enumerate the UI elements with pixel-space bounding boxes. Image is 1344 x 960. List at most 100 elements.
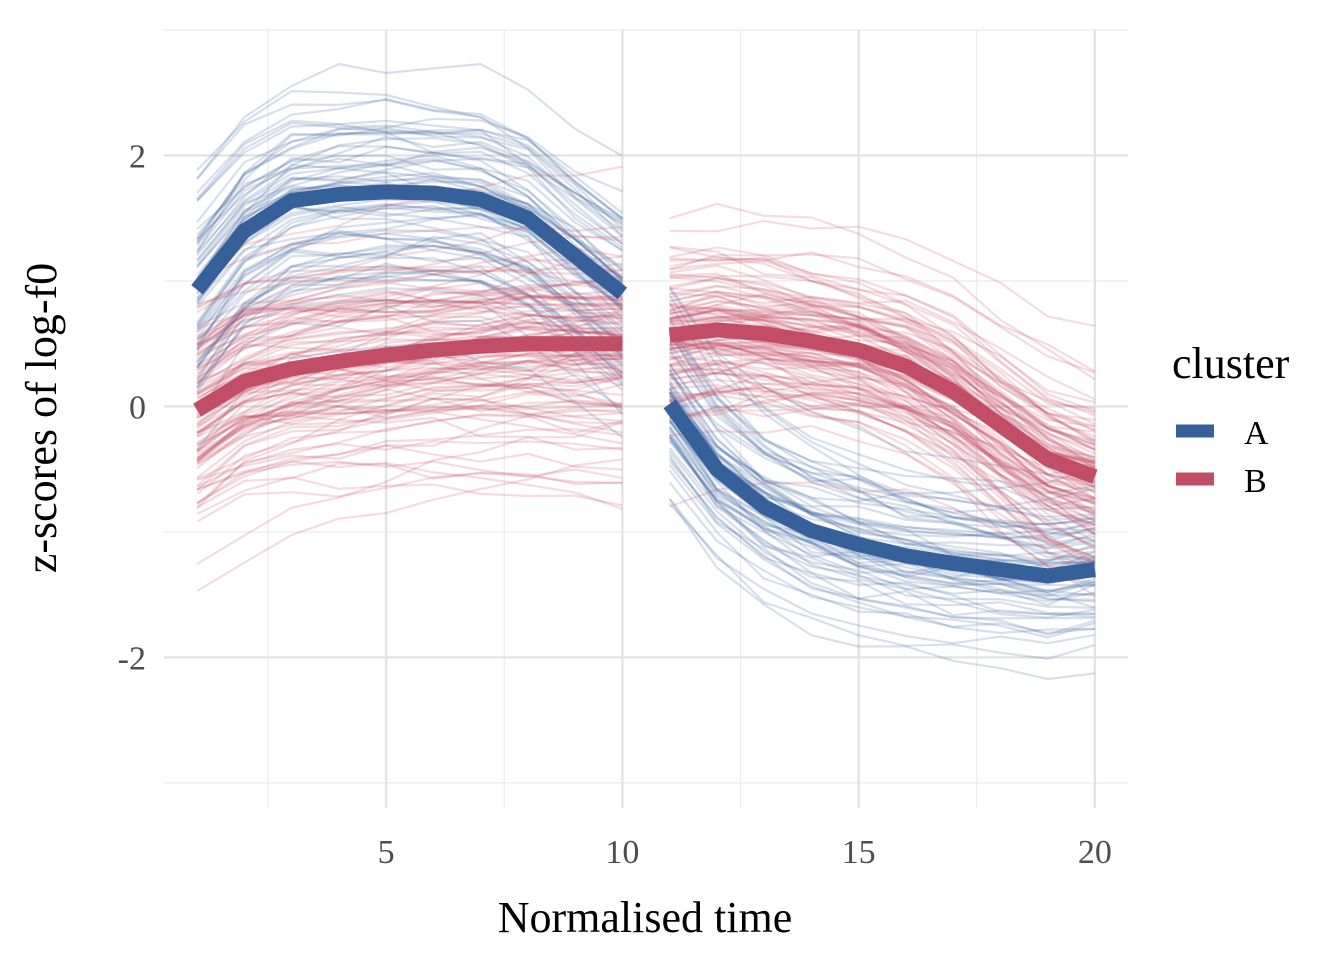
trajectory-b-246	[196, 275, 623, 384]
x-tick-label-0: 5	[378, 834, 395, 871]
trajectory-b-359	[669, 344, 1096, 504]
trajectory-b-245	[669, 300, 1096, 459]
trajectory-b-174	[196, 376, 623, 487]
trajectory-b-265	[669, 285, 1096, 432]
trajectory-a-40	[196, 171, 624, 280]
trajectory-a-117	[668, 436, 1095, 575]
trajectory-b-186	[196, 278, 623, 380]
trajectory-a-58	[196, 232, 624, 337]
trajectory-b-347	[669, 253, 1096, 374]
trajectory-a-2	[196, 154, 623, 268]
trajectory-b-254	[196, 372, 623, 452]
trajectory-a-130	[196, 203, 623, 308]
trajectory-b-334	[196, 325, 623, 370]
trajectory-a-92	[196, 145, 624, 257]
y-axis-tick-labels: -2 0 2	[118, 138, 146, 677]
trajectory-a-19	[668, 397, 1096, 540]
trajectory-b-277	[669, 368, 1096, 597]
trajectory-b-153	[669, 284, 1096, 452]
x-axis-tick-labels: 5 10 15 20	[378, 834, 1112, 871]
trajectory-a-28	[196, 266, 624, 388]
mean-line-b-segment-1	[668, 322, 1098, 484]
trajectory-a-27	[668, 419, 1096, 619]
trajectory-b-267	[669, 292, 1096, 401]
trajectory-b-339	[669, 246, 1096, 417]
trajectory-b-310	[196, 349, 623, 435]
trajectory-a-60	[196, 287, 624, 393]
trajectory-b-253	[669, 362, 1096, 565]
trajectory-b-312	[196, 316, 623, 395]
trajectory-a-21	[668, 481, 1095, 635]
trajectory-b-257	[669, 390, 1096, 558]
minor-gridlines	[164, 29, 1128, 808]
trajectory-b-222	[196, 371, 623, 445]
trajectory-b-262	[196, 165, 623, 288]
trajectory-b-156	[196, 440, 623, 488]
y-axis-title: z-scores of log-f0	[17, 263, 66, 573]
trajectory-b-314	[196, 356, 623, 447]
trajectory-b-196	[196, 349, 623, 509]
trajectory-b-329	[669, 336, 1096, 502]
mean-line-b-segment-0	[193, 336, 623, 417]
trajectory-a-106	[196, 262, 624, 381]
trajectory-b-252	[196, 462, 623, 509]
trajectory-a-107	[668, 426, 1096, 594]
trajectory-b-184	[196, 298, 623, 341]
trajectory-a-5	[668, 457, 1095, 620]
trajectory-a-46	[196, 129, 624, 240]
trajectory-b-356	[196, 476, 623, 515]
trajectory-a-89	[668, 497, 1096, 645]
trajectory-b-175	[669, 386, 1096, 514]
trajectory-b-182	[196, 286, 623, 347]
trajectory-b-227	[669, 346, 1096, 564]
trajectory-b-230	[196, 360, 623, 424]
x-tick-label-1: 10	[605, 834, 639, 871]
trajectory-b-233	[669, 392, 1096, 504]
trajectory-a-59	[668, 435, 1096, 607]
trajectory-b-198	[196, 350, 623, 447]
trajectory-b-236	[196, 288, 623, 330]
trajectory-a-14	[196, 174, 623, 282]
trajectory-b-195	[669, 407, 1096, 526]
trajectory-a-75	[668, 351, 1096, 526]
trajectory-a-57	[668, 387, 1096, 562]
trajectory-b-263	[669, 219, 1096, 327]
trajectory-a-69	[668, 464, 1096, 639]
trajectory-b-152	[196, 312, 623, 375]
trajectory-a-124	[196, 137, 624, 240]
trajectory-a-62	[196, 135, 623, 253]
trajectory-b-321	[669, 337, 1096, 559]
cluster-mean-lines	[191, 184, 1098, 584]
trajectory-b-338	[196, 259, 623, 314]
trajectory-b-282	[196, 290, 623, 346]
trajectory-b-166	[196, 339, 623, 464]
trajectory-b-140	[196, 383, 623, 492]
trajectory-b-232	[196, 375, 623, 496]
trajectory-a-51	[668, 380, 1095, 570]
trajectory-b-276	[196, 460, 623, 511]
trajectory-b-208	[196, 289, 623, 328]
trajectory-a-88	[196, 251, 624, 363]
trajectory-b-243	[669, 317, 1096, 447]
trajectory-a-108	[196, 205, 624, 329]
trajectory-b-308	[196, 352, 623, 479]
trajectory-a-129	[668, 391, 1096, 566]
trajectory-b-143	[669, 277, 1096, 438]
trajectory-a-116	[196, 235, 623, 368]
trajectory-b-229	[669, 318, 1096, 450]
trajectory-b-185	[669, 246, 1096, 445]
trajectory-a-134	[196, 157, 624, 290]
trajectory-b-273	[669, 424, 1096, 566]
legend: cluster A B	[1172, 339, 1290, 500]
trajectory-b-214	[196, 300, 623, 355]
trajectory-b-322	[196, 412, 623, 480]
trajectory-b-278	[196, 256, 623, 373]
trajectory-b-346	[196, 247, 623, 350]
trajectory-a-131	[668, 427, 1095, 587]
trajectory-b-189	[669, 290, 1096, 451]
trajectory-b-319	[669, 303, 1096, 526]
trajectory-a-102	[196, 240, 624, 366]
trajectory-a-70	[196, 123, 624, 283]
trajectory-a-18	[196, 212, 623, 347]
trajectory-b-228	[196, 409, 623, 506]
